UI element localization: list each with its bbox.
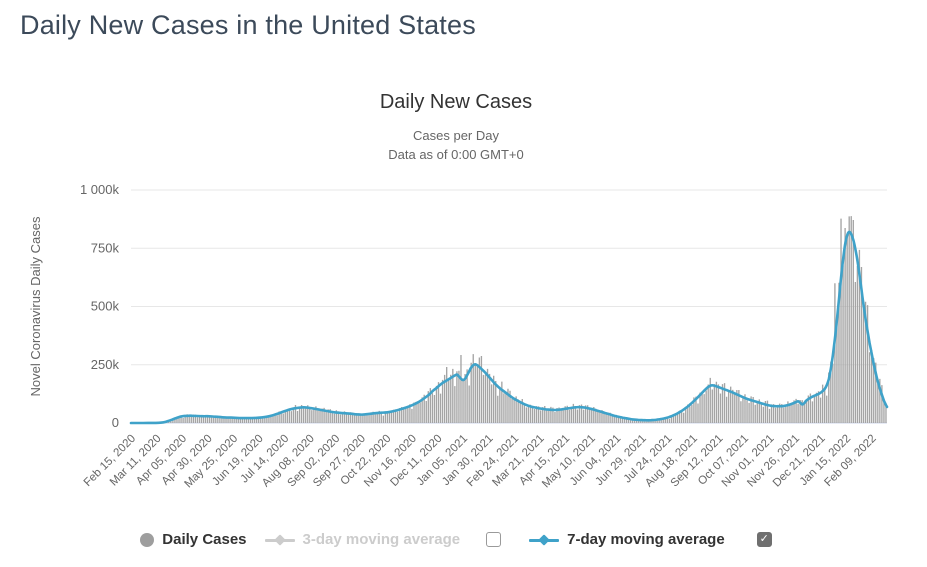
chart-title: Daily New Cases xyxy=(379,91,533,113)
chart-subtitle-line1: Cases per Day xyxy=(413,128,499,143)
chart-legend: Daily Cases 3-day moving average 7-day m… xyxy=(0,531,912,548)
legend-label-3-day-average: 3-day moving average xyxy=(302,531,461,548)
chart-subtitle: Cases per Day Data as of 0:00 GMT+0 xyxy=(0,127,912,165)
chart-subtitle-line2: Data as of 0:00 GMT+0 xyxy=(388,146,524,162)
daily-cases-bars xyxy=(147,216,887,423)
three-day-average-checkbox[interactable] xyxy=(486,532,502,547)
page-title: Daily New Cases in the United States xyxy=(20,10,476,40)
chart-plot-area: 0 250k 500k 750k 1 000k Novel Coronavirus Dai… xyxy=(28,182,889,490)
seven-day-average-checkbox[interactable]: ✓ xyxy=(756,532,772,547)
legend-item-7-day-average[interactable]: 7-day moving average xyxy=(529,531,725,548)
legend-item-3-day-average[interactable]: 3-day moving average xyxy=(264,531,461,548)
y-tick-label: 1 000k xyxy=(80,182,120,197)
y-tick-label: 500k xyxy=(91,299,120,314)
legend-label-7-day-average: 7-day moving average xyxy=(567,531,725,548)
y-axis-title: Novel Coronavirus Daily Cases xyxy=(28,216,43,396)
seven-day-average-marker-icon xyxy=(529,533,560,547)
legend-item-daily-cases[interactable]: Daily Cases xyxy=(140,531,247,548)
three-day-average-marker-icon xyxy=(264,533,295,547)
daily-cases-marker-icon xyxy=(140,532,155,547)
y-tick-label: 0 xyxy=(112,415,119,430)
y-tick-label: 750k xyxy=(91,240,120,255)
legend-label-daily-cases: Daily Cases xyxy=(162,531,247,548)
y-tick-label: 250k xyxy=(91,357,120,372)
seven-day-average-line xyxy=(129,230,889,425)
